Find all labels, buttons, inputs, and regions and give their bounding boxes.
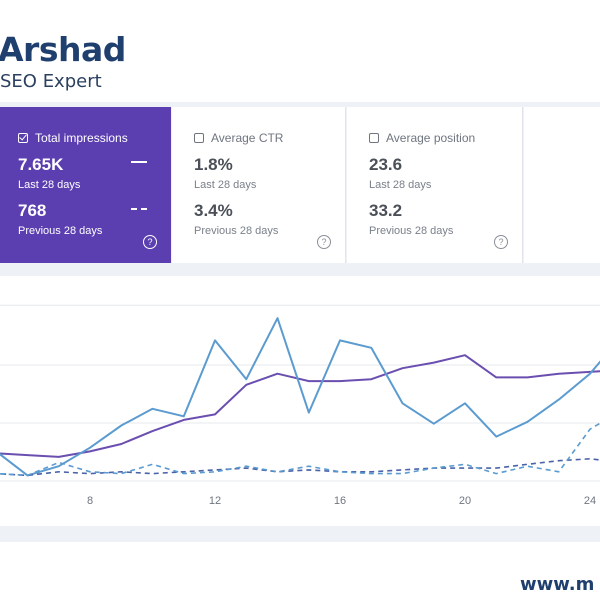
chart-svg: 8 12 16 20 24 bbox=[0, 304, 600, 507]
metric-previous-value: 33.2 bbox=[369, 201, 403, 220]
metric-current-period: Last 28 days bbox=[194, 179, 257, 191]
help-icon[interactable]: ? bbox=[494, 235, 508, 249]
metric-previous-period: Previous 28 days bbox=[18, 225, 103, 237]
metric-card-average-ctr[interactable]: Average CTR 1.8% Last 28 days 3.4% Previ… bbox=[172, 107, 346, 263]
chart-series-line-1 bbox=[0, 317, 600, 477]
metric-current-value: 23.6 bbox=[369, 155, 403, 174]
help-icon[interactable]: ? bbox=[317, 235, 331, 249]
chart-x-tick-label: 16 bbox=[334, 495, 346, 507]
metric-previous-value: 768 bbox=[18, 201, 47, 220]
chart-x-tick-label: 12 bbox=[209, 495, 221, 507]
metric-current-value: 1.8% bbox=[194, 155, 233, 174]
metric-header: Total impressions bbox=[18, 131, 128, 145]
chart-x-tick-label: 24 bbox=[584, 495, 596, 507]
checkbox-unchecked-icon[interactable] bbox=[369, 133, 379, 143]
help-icon[interactable]: ? bbox=[143, 235, 157, 249]
checkbox-unchecked-icon[interactable] bbox=[194, 133, 204, 143]
metric-cards: Total impressions 7.65K Last 28 days 768… bbox=[0, 107, 600, 263]
metric-header: Average position bbox=[369, 131, 475, 145]
metric-label: Total impressions bbox=[35, 131, 128, 145]
metric-current-value: 7.65K bbox=[18, 155, 64, 174]
chart-x-tick-label: 8 bbox=[87, 495, 93, 507]
chart-series-line-0 bbox=[0, 354, 600, 458]
metric-card-partial bbox=[524, 107, 600, 263]
metric-previous-period: Previous 28 days bbox=[369, 225, 454, 237]
checkbox-checked-icon[interactable] bbox=[18, 132, 28, 143]
legend-solid-line-icon bbox=[131, 161, 147, 163]
metric-header: Average CTR bbox=[194, 131, 283, 145]
legend-dashed-line-icon bbox=[131, 208, 147, 210]
chart-series-line-3 bbox=[0, 422, 600, 477]
chart-x-ticks: 8 12 16 20 24 bbox=[87, 495, 596, 507]
brand-name: Arshad bbox=[0, 30, 126, 69]
metric-label: Average position bbox=[386, 131, 476, 145]
metric-current-period: Last 28 days bbox=[369, 179, 432, 191]
brand-subtitle: SEO Expert bbox=[0, 71, 102, 92]
performance-chart: 8 12 16 20 24 bbox=[0, 276, 600, 526]
metric-card-average-position[interactable]: Average position 23.6 Last 28 days 33.2 … bbox=[347, 107, 523, 263]
chart-gridlines bbox=[0, 304, 600, 482]
chart-x-tick-label: 20 bbox=[459, 495, 471, 507]
metric-label: Average CTR bbox=[211, 131, 284, 145]
metric-card-total-impressions[interactable]: Total impressions 7.65K Last 28 days 768… bbox=[0, 107, 171, 263]
chart-series bbox=[0, 317, 600, 477]
metric-current-period: Last 28 days bbox=[18, 179, 81, 191]
metric-previous-value: 3.4% bbox=[194, 201, 233, 220]
website-url[interactable]: www.m bbox=[520, 574, 595, 595]
metric-previous-period: Previous 28 days bbox=[194, 225, 279, 237]
